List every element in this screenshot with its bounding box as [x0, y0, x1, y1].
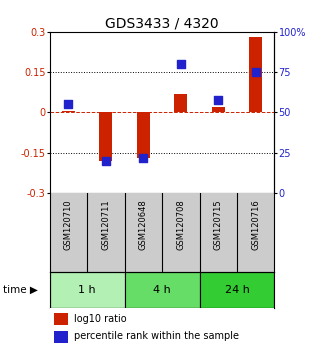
Title: GDS3433 / 4320: GDS3433 / 4320 — [105, 17, 219, 31]
Bar — [137, 113, 150, 158]
Text: GSM120648: GSM120648 — [139, 199, 148, 250]
Bar — [54, 331, 68, 343]
Bar — [249, 37, 262, 113]
Bar — [50, 272, 125, 308]
Point — [103, 158, 108, 164]
Point — [178, 61, 183, 67]
Text: GSM120711: GSM120711 — [101, 199, 110, 250]
Point — [253, 69, 258, 75]
Point — [66, 102, 71, 107]
Bar — [62, 111, 75, 113]
Bar — [125, 272, 200, 308]
Text: percentile rank within the sample: percentile rank within the sample — [74, 331, 239, 341]
Text: log10 ratio: log10 ratio — [74, 314, 127, 324]
Text: GSM120715: GSM120715 — [214, 199, 223, 250]
Text: 1 h: 1 h — [78, 285, 96, 295]
Text: GSM120710: GSM120710 — [64, 199, 73, 250]
Bar — [100, 113, 112, 161]
Point — [216, 97, 221, 102]
Text: 4 h: 4 h — [153, 285, 171, 295]
Bar — [54, 313, 68, 325]
Text: time ▶: time ▶ — [3, 285, 38, 295]
Text: 24 h: 24 h — [225, 285, 249, 295]
Point — [141, 155, 146, 160]
Bar — [212, 107, 225, 113]
Bar — [200, 272, 274, 308]
Bar — [174, 93, 187, 113]
Text: GSM120716: GSM120716 — [251, 199, 260, 250]
Text: GSM120708: GSM120708 — [176, 199, 185, 250]
